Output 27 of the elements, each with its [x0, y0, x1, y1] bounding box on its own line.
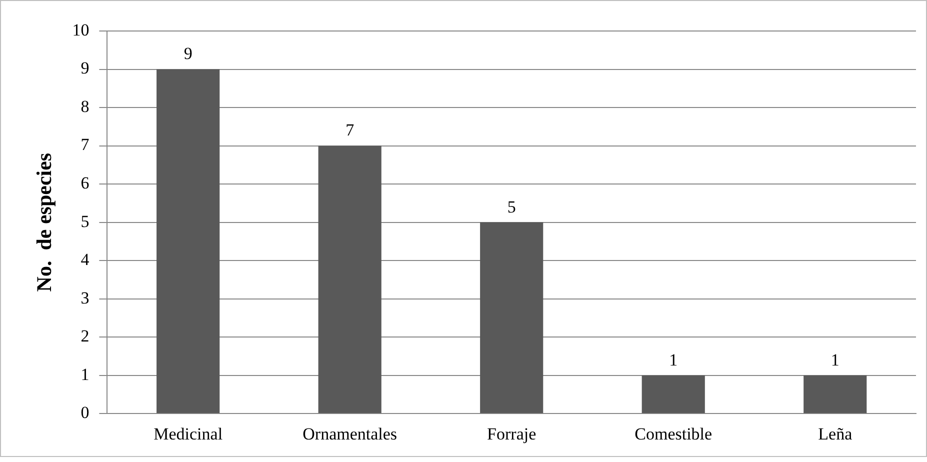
x-tick-label: Medicinal — [154, 424, 223, 444]
data-label: 5 — [507, 197, 516, 216]
y-tick-label: 10 — [72, 20, 90, 40]
bar — [804, 375, 867, 414]
y-tick-label: 5 — [80, 212, 90, 231]
x-tick-label: Forraje — [487, 424, 536, 444]
y-tick-label: 2 — [80, 326, 90, 346]
data-label: 7 — [346, 120, 355, 140]
x-tick-label: Ornamentales — [302, 424, 398, 444]
y-tick-label: 1 — [80, 364, 90, 384]
x-tick-label: Leña — [818, 424, 853, 444]
y-tick-label: 3 — [80, 288, 90, 308]
y-tick-label: 9 — [80, 58, 90, 78]
data-label: 9 — [184, 44, 192, 64]
bar — [480, 222, 544, 414]
data-label: 1 — [669, 350, 678, 370]
y-tick-label: 0 — [80, 403, 90, 422]
y-tick-label: 7 — [80, 135, 90, 154]
y-axis-title: No. de especies — [32, 152, 56, 292]
x-tick-label: Comestible — [634, 424, 712, 444]
y-tick-label: 4 — [80, 250, 90, 270]
y-tick-label: 6 — [80, 174, 90, 193]
y-tick-label: 8 — [80, 96, 90, 116]
bar — [156, 69, 220, 414]
bar — [642, 375, 705, 414]
data-label: 1 — [830, 350, 840, 370]
bar — [318, 146, 382, 414]
